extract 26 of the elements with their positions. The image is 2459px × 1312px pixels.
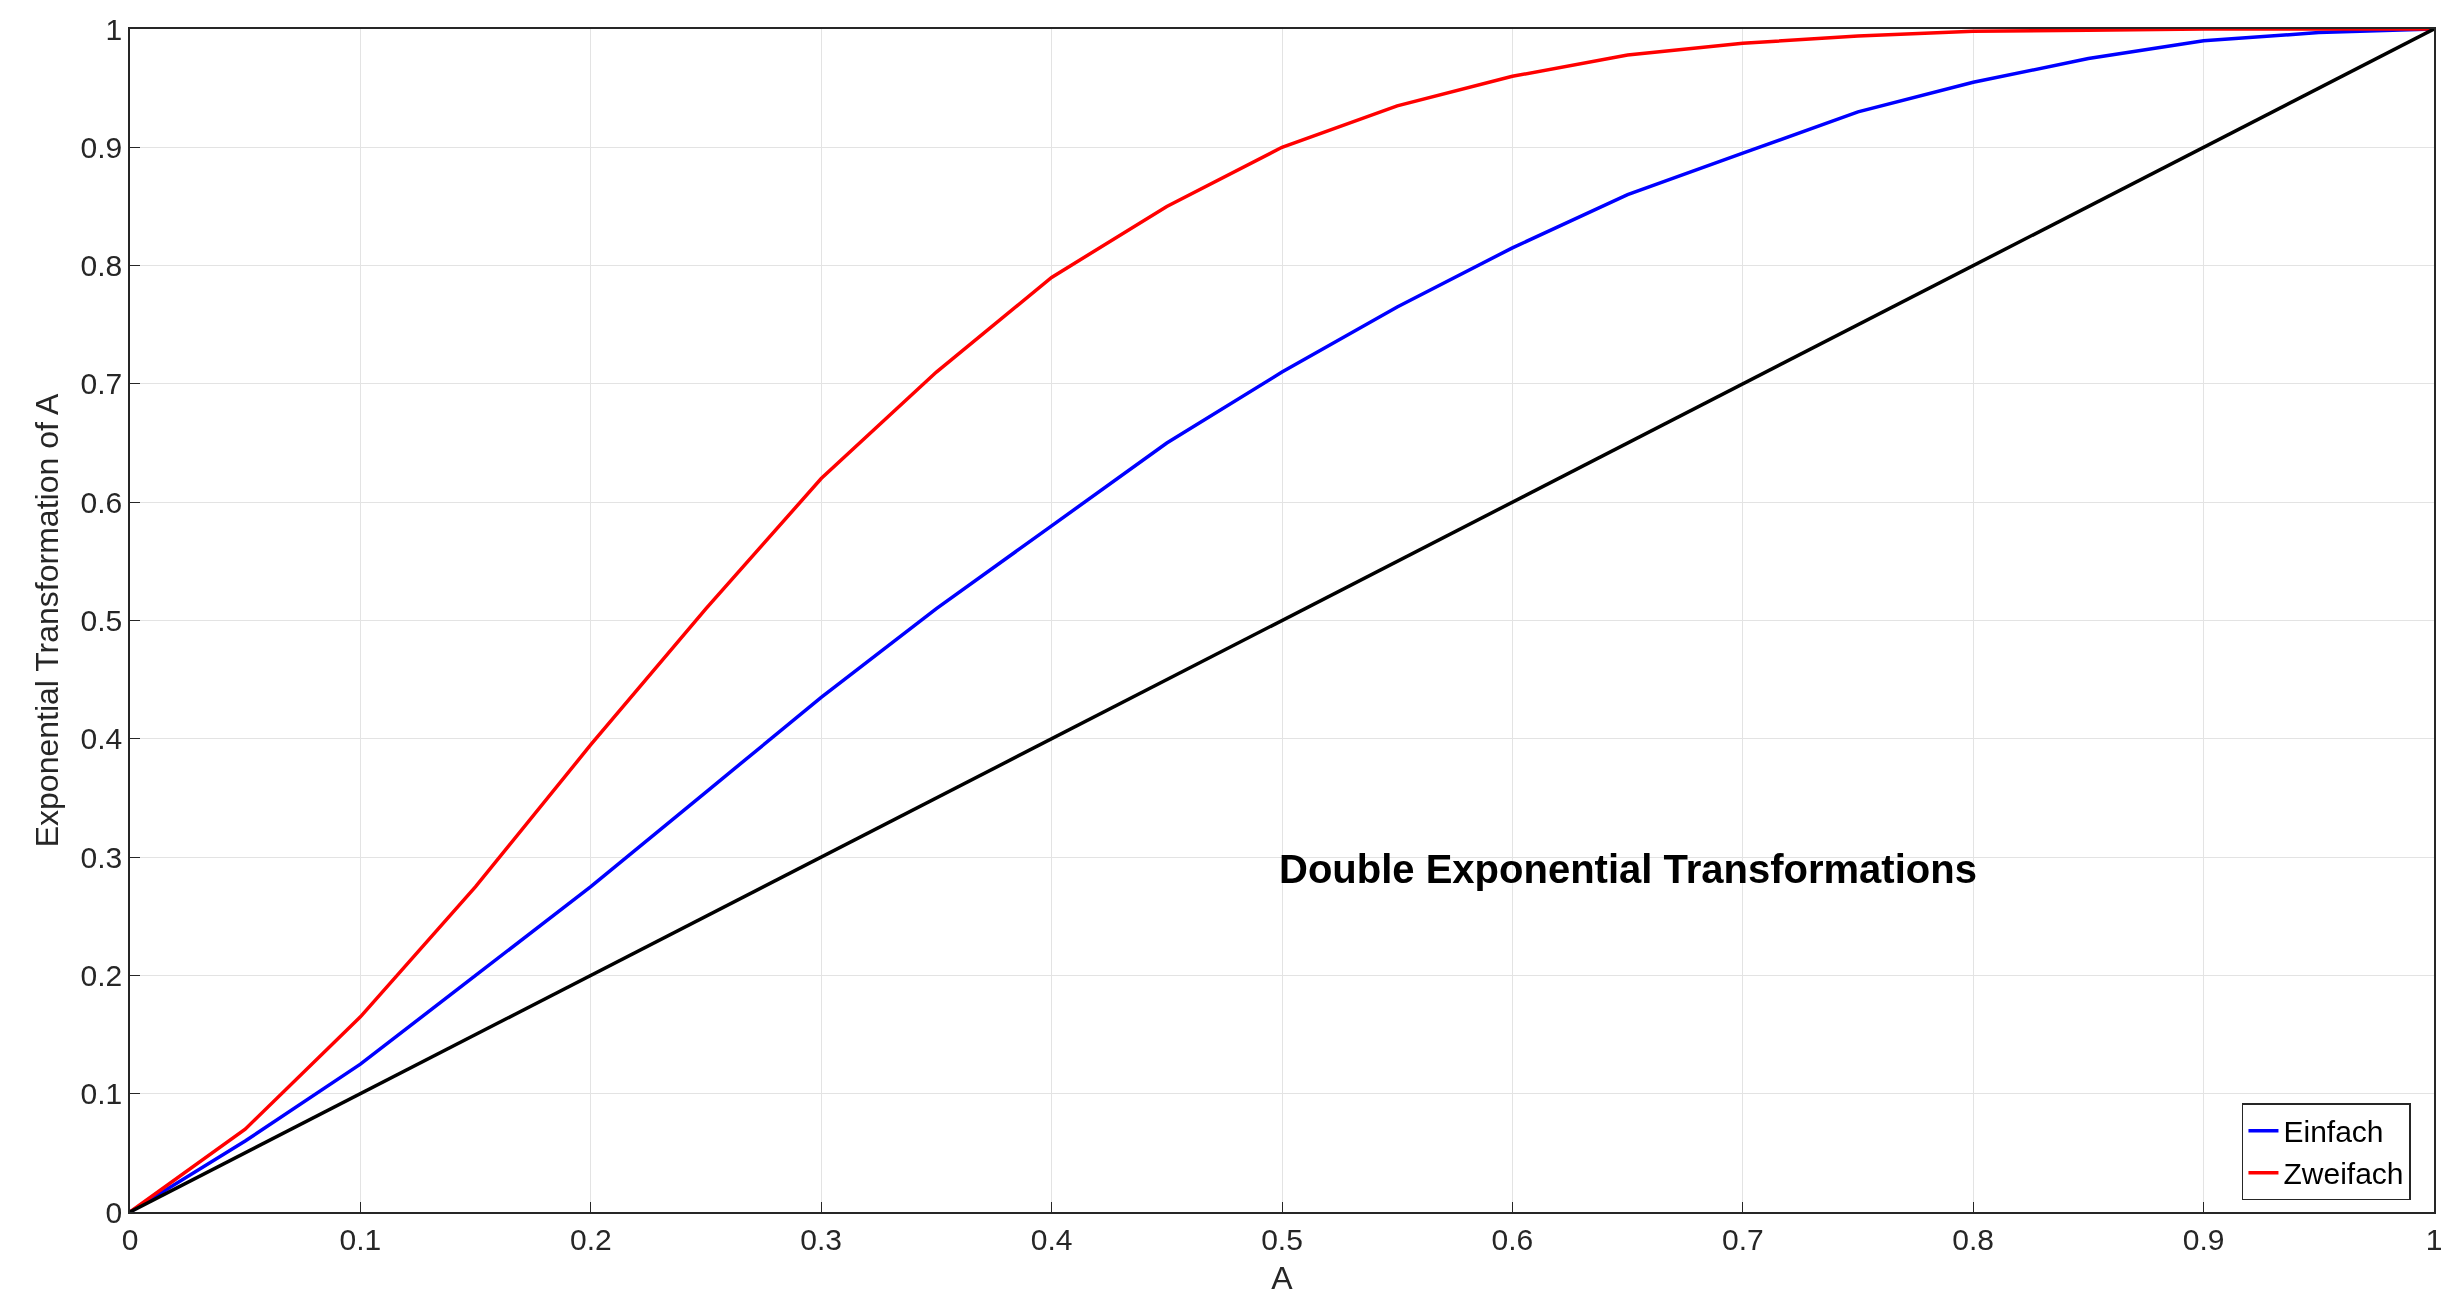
x-tick-label: 0.4 [1030, 1222, 1073, 1256]
x-tick-label: 0.1 [339, 1222, 382, 1256]
y-axis-title: Exponential Transformation of A [29, 393, 66, 848]
y-tick-label: 0 [105, 1195, 123, 1229]
y-tick-label: 0.8 [80, 249, 123, 283]
x-tick-label: 1 [2425, 1222, 2443, 1256]
y-tick-label: 0.7 [80, 367, 123, 401]
y-tick-label: 0.3 [80, 840, 123, 874]
x-tick-label: 0.9 [2182, 1222, 2225, 1256]
y-tick-label: 0.6 [80, 485, 123, 519]
x-axis-title: A [1271, 1260, 1294, 1297]
x-tick-label: 0.7 [1721, 1222, 1764, 1256]
y-tick-label: 0.9 [80, 130, 123, 164]
x-tick-label: 0.6 [1491, 1222, 1534, 1256]
x-tick-label: 0.2 [569, 1222, 612, 1256]
annotation: Double Exponential Transformations [1279, 847, 1977, 891]
legend-label: Einfach [2283, 1115, 2384, 1149]
y-tick-label: 0.1 [80, 1077, 123, 1111]
legend-label: Zweifach [2283, 1157, 2404, 1191]
y-tick-label: 0.5 [80, 604, 123, 637]
y-tick-label: 0.2 [80, 958, 123, 992]
x-tick-label: 0.5 [1261, 1222, 1303, 1256]
x-tick-label: 0.3 [800, 1222, 843, 1256]
y-tick-label: 0.4 [80, 722, 123, 756]
y-tick-label: 1 [105, 12, 123, 46]
x-tick-label: 0.8 [1952, 1222, 1995, 1256]
